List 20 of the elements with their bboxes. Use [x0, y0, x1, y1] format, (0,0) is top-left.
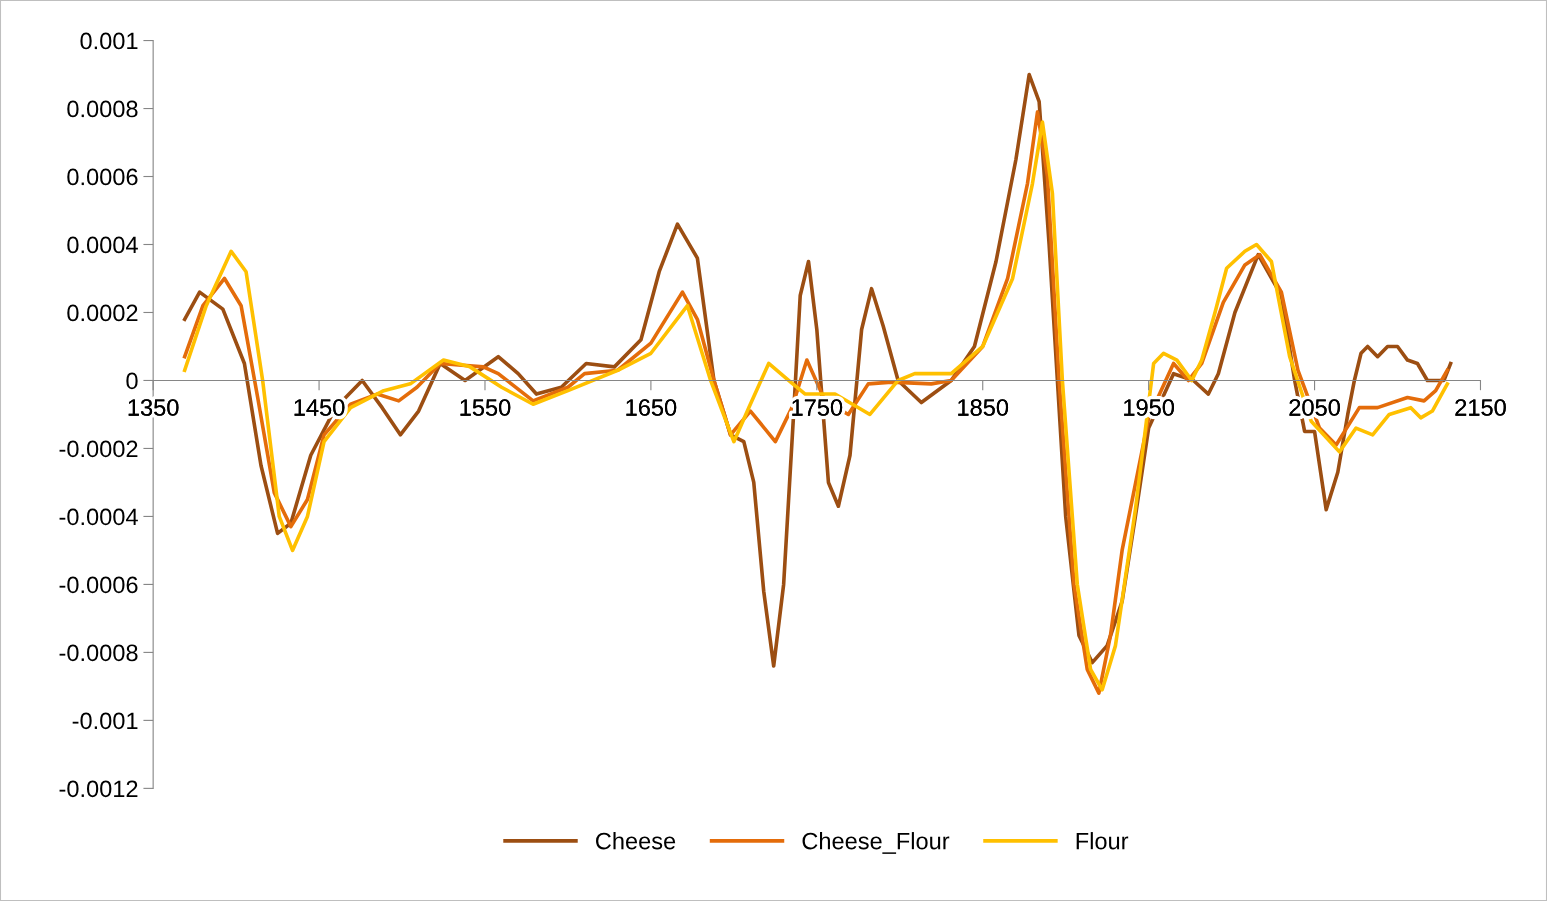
x-tick-label: 1650: [626, 399, 677, 416]
y-tick-label: 0.0008: [67, 100, 138, 118]
y-tick-label: 0.0002: [67, 304, 138, 322]
x-tick-label: 2150: [1455, 399, 1506, 416]
y-tick-label: -0.0004: [59, 508, 138, 526]
legend-label: Cheese: [596, 832, 676, 850]
y-tick-label: -0.0008: [59, 644, 138, 662]
x-tick-label: 1350: [128, 399, 179, 416]
y-tick-label: -0.001: [72, 712, 138, 730]
y-tick-label: 0: [126, 372, 138, 390]
y-tick-label: -0.0012: [59, 780, 138, 798]
y-tick-label: 0.0006: [67, 168, 138, 186]
x-tick-label: 1850: [958, 399, 1009, 416]
y-tick-label: 0.001: [80, 32, 138, 50]
y-tick-label: 0.0004: [67, 236, 138, 254]
x-tick-label: 1550: [460, 399, 511, 416]
y-tick-label: -0.0006: [59, 576, 138, 594]
legend-label: Cheese_Flour: [802, 832, 950, 854]
y-tick-label: -0.0002: [59, 440, 138, 458]
legend-label: Flour: [1076, 832, 1129, 850]
